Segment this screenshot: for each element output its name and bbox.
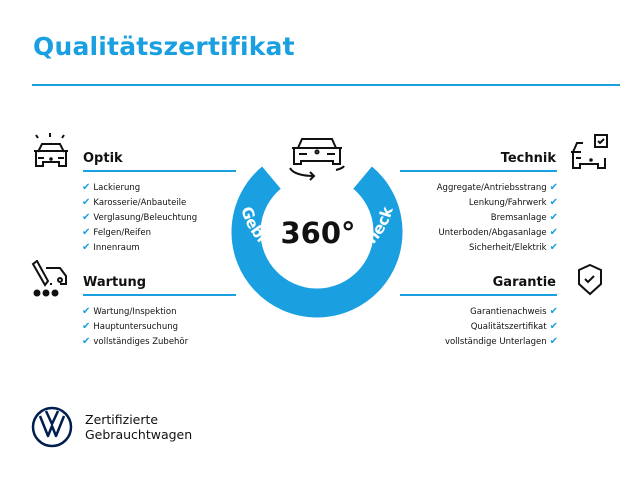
check-icon: ✔: [82, 336, 91, 347]
section-divider: [400, 294, 557, 296]
check-icon: ✔: [82, 321, 91, 332]
section-title-wartung: Wartung: [83, 275, 147, 290]
section-divider: [83, 170, 236, 172]
check-icon: ✔: [549, 197, 558, 208]
list-item: Sicherheit/Elektrik ✔: [469, 242, 558, 253]
title-divider: [32, 84, 620, 86]
list-item: Bremsanlage ✔: [490, 212, 558, 223]
list-item: ✔ Wartung/Inspektion: [82, 306, 177, 317]
check-icon: ✔: [549, 212, 558, 223]
list-item: ✔ Hauptuntersuchung: [82, 321, 178, 332]
section-divider: [83, 294, 236, 296]
check-icon: ✔: [82, 242, 91, 253]
section-title-optik: Optik: [83, 151, 123, 166]
brand-text: Zertifizierte Gebrauchtwagen: [85, 412, 193, 442]
check-icon: ✔: [549, 306, 558, 317]
check-icon: ✔: [82, 182, 91, 193]
page-title: Qualitätszertifikat: [33, 32, 295, 61]
list-item: ✔ vollständiges Zubehör: [82, 336, 189, 347]
vw-logo: [31, 406, 73, 448]
list-item: ✔ Innenraum: [82, 242, 140, 253]
check-icon: ✔: [549, 227, 558, 238]
section-title-garantie: Garantie: [492, 275, 556, 290]
shield-check-icon: [578, 263, 602, 296]
list-item: Aggregate/Antriebsstrang ✔: [436, 182, 558, 193]
check-icon: ✔: [82, 306, 91, 317]
check-icon: ✔: [82, 227, 91, 238]
car-rotate-icon: [289, 138, 345, 181]
check-icon: ✔: [549, 321, 558, 332]
section-divider: [400, 170, 557, 172]
list-item: ✔ Felgen/Reifen: [82, 227, 152, 238]
technik-list: Aggregate/Antriebsstrang ✔ Lenkung/Fahrwe…: [380, 180, 558, 255]
check-icon: ✔: [549, 336, 558, 347]
wartung-list: ✔ Wartung/Inspektion ✔ Hauptuntersuchung ✔…: [82, 304, 188, 349]
car-lights-icon: [34, 133, 68, 167]
check-icon: ✔: [549, 182, 558, 193]
check-icon: ✔: [82, 197, 91, 208]
garantie-list: Garantienachweis ✔ Qualitätszertifikat ✔ v…: [380, 304, 558, 349]
list-item: ✔ Lackierung: [82, 182, 141, 193]
list-item: Unterboden/Abgasanlage ✔: [438, 227, 558, 238]
badge-ring: [231, 166, 403, 318]
optik-list: ✔ Lackierung ✔ Karosserie/Anbauteile ✔ Verg…: [82, 180, 197, 255]
list-item: ✔ Verglasung/Beleuchtung: [82, 212, 198, 223]
section-title-technik: Technik: [500, 151, 556, 166]
check-icon: ✔: [82, 212, 91, 223]
maintenance-car-icon: [31, 260, 67, 297]
car-checkbox-icon: [571, 134, 608, 169]
list-item: Lenkung/Fahrwerk ✔: [468, 197, 558, 208]
list-item: Qualitätszertifikat ✔: [470, 321, 558, 332]
badge-value: 360°: [280, 216, 355, 250]
check-icon: ✔: [549, 242, 558, 253]
list-item: vollständige Unterlagen ✔: [444, 336, 558, 347]
list-item: Garantienachweis ✔: [470, 306, 558, 317]
list-item: ✔ Karosserie/Anbauteile: [82, 197, 187, 208]
